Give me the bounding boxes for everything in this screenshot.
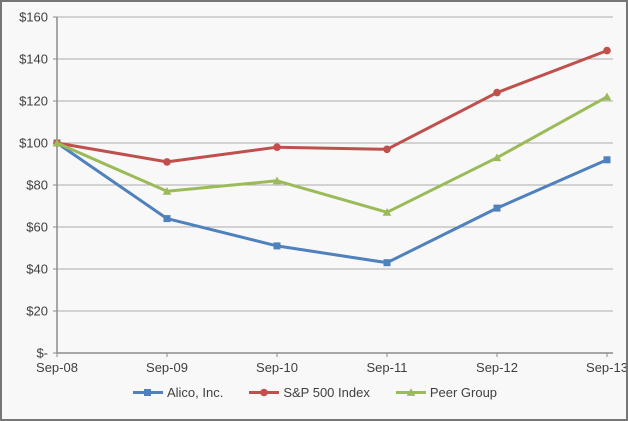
y-axis-tick-label: $100 bbox=[19, 136, 48, 151]
legend-square-marker-icon bbox=[132, 389, 163, 396]
series-line-peer-group-marker bbox=[492, 153, 502, 162]
series-line-peer-group bbox=[55, 95, 609, 214]
series-line-alico-inc-marker bbox=[383, 259, 391, 267]
series-line-s-p-500-index bbox=[55, 49, 609, 164]
y-axis-tick-label: $120 bbox=[19, 94, 48, 109]
series-line-s-p-500-index-marker bbox=[603, 46, 611, 55]
legend-label: Peer Group bbox=[429, 385, 498, 400]
series-line-peer-group-marker bbox=[272, 176, 282, 185]
legend-circle-marker-icon bbox=[249, 388, 280, 397]
y-axis-tick-label: $20 bbox=[26, 304, 48, 319]
series-line-alico-inc-marker bbox=[273, 242, 281, 250]
x-axis-tick-label: Sep-09 bbox=[146, 360, 188, 375]
x-axis-tick-label: Sep-13 bbox=[586, 360, 626, 375]
series-line-alico-inc-marker bbox=[493, 204, 501, 212]
series-line-s-p-500-index-marker bbox=[383, 145, 391, 154]
series-line-alico-inc-marker bbox=[163, 215, 171, 223]
series-line-peer-group-marker bbox=[52, 138, 62, 147]
legend-item-peer-group: Peer Group bbox=[394, 385, 497, 400]
chart-legend: Alico, Inc. S&P 500 Index Peer Group bbox=[2, 385, 626, 400]
y-axis-tick-label: $- bbox=[36, 346, 48, 361]
legend-triangle-marker-icon bbox=[395, 388, 426, 396]
x-axis-tick-label: Sep-08 bbox=[36, 360, 78, 375]
x-axis-tick-label: Sep-11 bbox=[367, 360, 408, 375]
series-line-peer-group-marker bbox=[162, 187, 172, 195]
y-axis-tick-label: $80 bbox=[26, 178, 48, 193]
legend-item-alico-inc: Alico, Inc. bbox=[131, 385, 223, 400]
x-axis-tick-label: Sep-10 bbox=[256, 360, 298, 375]
series-line-alico-inc-marker bbox=[603, 156, 611, 164]
legend-item-s-p-500-index: S&P 500 Index bbox=[247, 385, 370, 400]
series-line-s-p-500-index-marker bbox=[163, 158, 171, 166]
x-axis-tick-label: Sep-12 bbox=[476, 360, 518, 375]
series-line-peer-group-marker bbox=[602, 92, 612, 101]
legend-label: Alico, Inc. bbox=[166, 385, 224, 400]
y-axis-tick-label: $160 bbox=[19, 10, 48, 25]
legend-label: S&P 500 Index bbox=[283, 385, 370, 400]
y-axis-tick-label: $60 bbox=[26, 220, 48, 235]
series-line-s-p-500-index-marker bbox=[273, 143, 281, 151]
series-line-s-p-500-index-marker bbox=[493, 88, 501, 97]
y-axis-tick-label: $40 bbox=[26, 262, 48, 277]
y-axis-tick-label: $140 bbox=[19, 52, 48, 67]
series-line-peer-group-marker bbox=[382, 208, 392, 216]
series-line-alico-inc bbox=[55, 141, 609, 265]
